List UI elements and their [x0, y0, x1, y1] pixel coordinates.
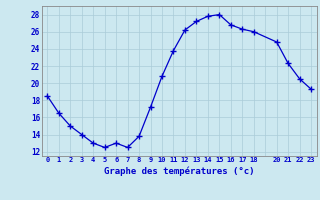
- X-axis label: Graphe des températures (°c): Graphe des températures (°c): [104, 166, 254, 176]
